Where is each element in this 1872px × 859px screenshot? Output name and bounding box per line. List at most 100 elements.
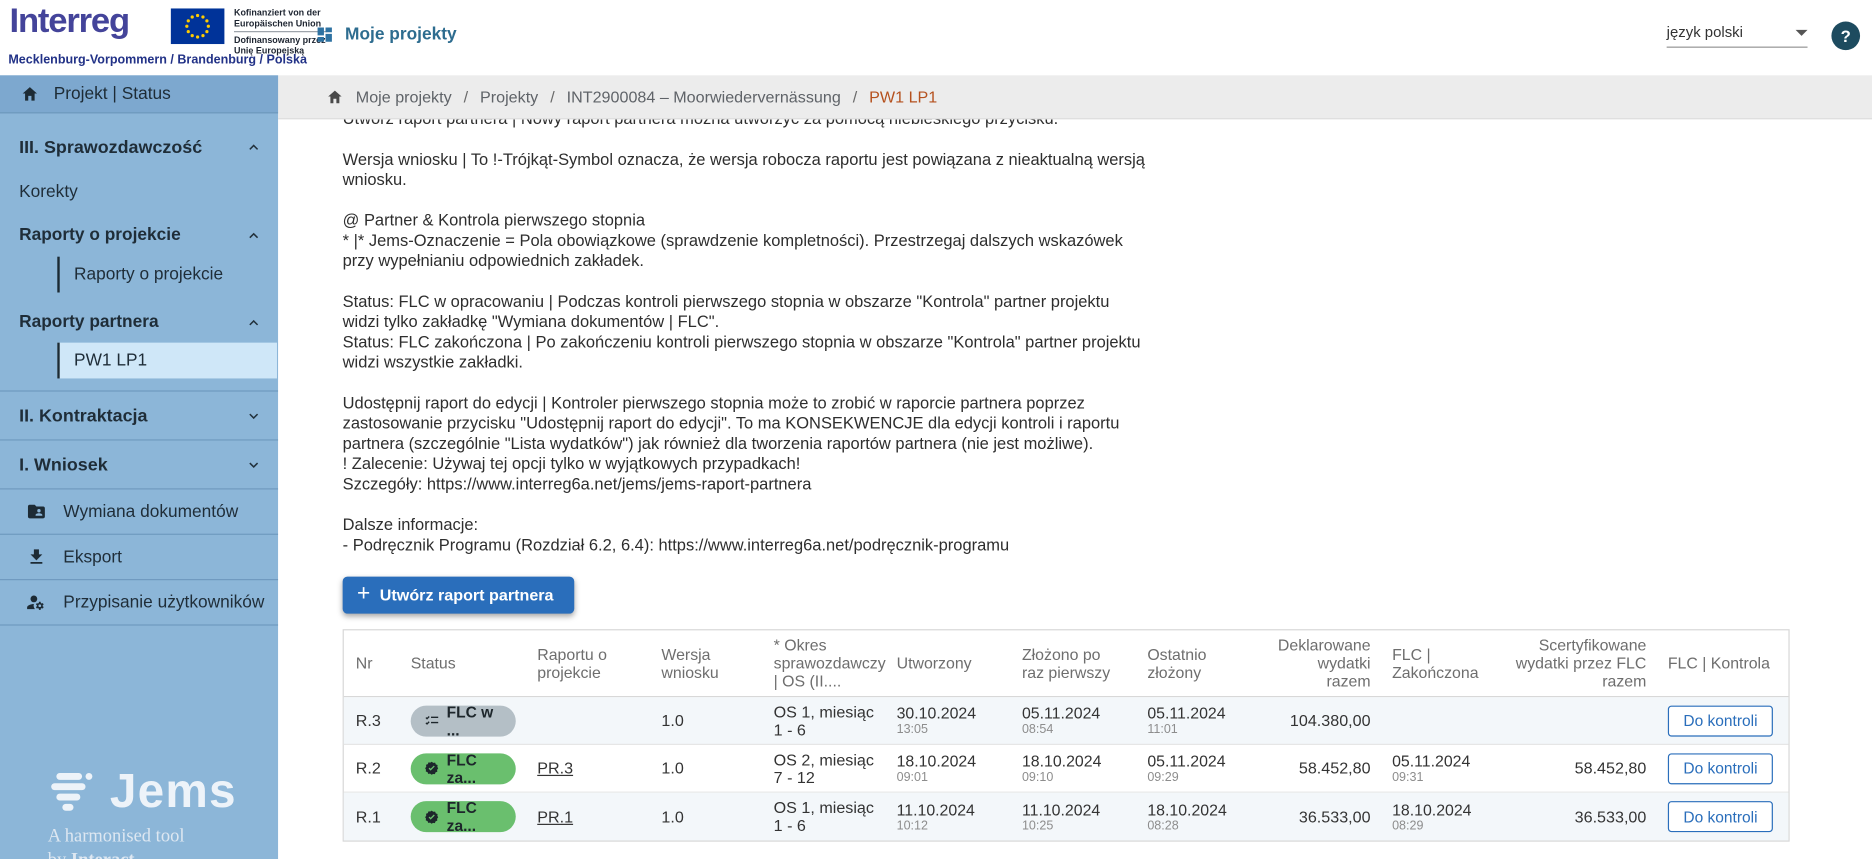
declared-total: 104.380,00	[1289, 711, 1371, 730]
report-nr: R.3	[355, 711, 381, 730]
verified-icon	[425, 810, 439, 824]
to-control-button[interactable]: Do kontroli	[1667, 704, 1774, 737]
help-icon[interactable]: ?	[1831, 21, 1861, 51]
help-paragraph: Status: FLC w opracowaniu | Podczas kont…	[342, 292, 1141, 372]
col-header-nr: Nr	[355, 654, 373, 673]
sidebar-item-corrections[interactable]: Korekty	[19, 182, 78, 202]
col-header-declared-total: Deklarowane wydatki razem	[1277, 636, 1371, 691]
flc-finished-cell: 18.10.2024 08:29	[1392, 800, 1472, 833]
help-paragraph: Udostępnij raport do edycji | Kontroler …	[342, 393, 1120, 494]
folder-shared-icon	[27, 504, 45, 519]
report-nr: R.2	[355, 759, 381, 778]
col-header-af-version: Wersja wniosku	[661, 645, 719, 682]
af-version: 1.0	[661, 759, 684, 778]
certified-total: 58.452,80	[1574, 759, 1647, 778]
col-header-project-report: Raportu o projekcie	[537, 645, 607, 682]
sidebar-item-pw1-lp1[interactable]: PW1 LP1	[57, 342, 277, 379]
home-icon[interactable]	[326, 88, 344, 106]
sidebar-item-user-assignment[interactable]: Przypisanie użytkowników	[0, 580, 278, 624]
sidebar-section-contracting[interactable]: II. Kontraktacja	[0, 392, 278, 440]
language-select[interactable]: język polski	[1666, 23, 1808, 48]
to-control-button[interactable]: Do kontroli	[1667, 801, 1774, 833]
plus-icon: +	[356, 580, 371, 606]
last-submission-cell: 05.11.2024 11:01	[1147, 704, 1226, 737]
reporting-period: OS 1, miesiąc 1 - 6	[773, 798, 874, 835]
sidebar-section-reporting[interactable]: III. Sprawozdawczość	[0, 123, 278, 171]
created-cell: 30.10.2024 13:05	[896, 704, 977, 737]
declared-total: 36.533,00	[1298, 807, 1371, 826]
reporting-period: OS 2, miesiąc 7 - 12	[773, 750, 874, 787]
partner-reports-page: Utwórz raport partnera | Nowy raport par…	[278, 119, 1872, 859]
program-region-label: Mecklenburg-Vorpommern / Brandenburg / P…	[8, 52, 307, 67]
breadcrumb-item-my-projects[interactable]: Moje projekty	[355, 87, 452, 106]
flc-finished-cell: 05.11.2024 09:31	[1392, 752, 1471, 785]
manage-accounts-icon	[27, 595, 44, 610]
project-report-link	[525, 718, 649, 723]
last-submission-cell: 05.11.2024 09:29	[1147, 752, 1226, 785]
to-control-button[interactable]: Do kontroli	[1667, 752, 1774, 784]
jems-name: Jems	[109, 765, 237, 818]
col-header-certified-total: Scertyfikowane wydatki przez FLC razem	[1515, 636, 1647, 691]
chevron-up-icon	[249, 232, 259, 238]
af-version: 1.0	[661, 711, 684, 730]
jems-hive-icon	[51, 772, 93, 811]
created-cell: 11.10.2024 10:12	[896, 800, 975, 833]
project-report-link[interactable]: PR.1	[537, 807, 574, 826]
first-submission-cell: 05.11.2024 08:54	[1021, 704, 1101, 737]
help-paragraph: Dalsze informacje: - Podręcznik Programu…	[342, 515, 1010, 554]
report-nr: R.1	[355, 807, 381, 826]
table-row[interactable]: R.1 FLC za... PR.1 1.0 OS 1, miesiąc 1 -…	[343, 792, 1789, 841]
sidebar-section-project-reports[interactable]: Raporty o projekcie	[0, 214, 278, 257]
app-header: Interreg Mecklenburg-Vorpommern / Brande…	[0, 0, 1872, 76]
col-header-flc-control: FLC | Kontrola	[1667, 654, 1770, 673]
reporting-period: OS 1, miesiąc 1 - 6	[773, 702, 874, 739]
nav-my-projects[interactable]: Moje projekty	[315, 25, 457, 45]
dashboard-icon	[317, 27, 332, 42]
language-select-value: język polski	[1666, 23, 1743, 41]
af-version: 1.0	[661, 807, 684, 826]
first-submission-cell: 11.10.2024 10:25	[1021, 800, 1101, 833]
col-header-flc-finished: FLC | Zakończona	[1392, 645, 1479, 682]
jems-tagline: A harmonised tool	[47, 826, 185, 847]
nav-my-projects-label: Moje projekty	[345, 25, 457, 45]
clipped-help-line: Utwórz raport partnera | Nowy raport par…	[343, 119, 1872, 129]
chevron-down-icon	[249, 412, 259, 419]
col-header-last-submission: Ostatnio złożony	[1147, 645, 1207, 682]
eu-flag-icon	[170, 8, 225, 45]
sidebar-item-project-status[interactable]: Projekt | Status	[0, 75, 279, 114]
status-badge: FLC za...	[410, 750, 516, 786]
status-badge: FLC w ...	[410, 703, 516, 738]
help-paragraph: @ Partner & Kontrola pierwszego stopnia …	[342, 211, 1123, 270]
jems-logo: Jems A harmonised tool by Interact	[48, 765, 237, 859]
breadcrumb: Moje projekty / Projekty / INT2900084 – …	[278, 75, 1872, 120]
checklist-icon	[425, 716, 439, 725]
declared-total: 58.452,80	[1298, 759, 1371, 778]
sidebar-item-document-exchange[interactable]: Wymiana dokumentów	[0, 489, 278, 533]
eu-cofinance-label: Kofinanziert von der Europäischen Union …	[234, 7, 328, 57]
interreg-logo: Interreg	[9, 2, 131, 41]
download-icon	[30, 549, 43, 564]
last-submission-cell: 18.10.2024 08:28	[1147, 800, 1227, 833]
sidebar-section-partner-reports[interactable]: Raporty partnera	[0, 302, 278, 343]
col-header-created: Utworzony	[896, 654, 972, 673]
created-cell: 18.10.2024 09:01	[896, 752, 977, 785]
sidebar-section-application[interactable]: I. Wniosek	[0, 441, 278, 489]
create-partner-report-button[interactable]: + Utwórz raport partnera	[342, 576, 574, 614]
certified-total	[1494, 718, 1656, 723]
col-header-status: Status	[410, 654, 456, 673]
breadcrumb-item-project-id[interactable]: INT2900084 – Moorwiedervernässung	[566, 87, 841, 106]
first-submission-cell: 18.10.2024 09:10	[1021, 752, 1102, 785]
table-row[interactable]: R.3 FLC w ... 1.0 OS 1, miesiąc 1 - 6 30…	[343, 697, 1789, 745]
project-report-link[interactable]: PR.3	[537, 759, 574, 778]
table-row[interactable]: R.2 FLC za... PR.3 1.0 OS 2, miesiąc 7 -…	[343, 745, 1789, 793]
jems-byline: by Interact	[48, 850, 237, 859]
help-paragraph: Wersja wniosku | To !-Trójkąt-Symbol ozn…	[342, 150, 1145, 189]
chevron-up-icon	[249, 143, 259, 150]
home-icon	[22, 86, 38, 101]
sidebar-item-export[interactable]: Eksport	[0, 535, 278, 579]
sidebar-item-project-reports[interactable]: Raporty o projekcie	[57, 256, 278, 293]
breadcrumb-item-projects[interactable]: Projekty	[480, 87, 539, 106]
breadcrumb-item-current: PW1 LP1	[869, 87, 938, 106]
status-badge: FLC za...	[410, 799, 516, 835]
